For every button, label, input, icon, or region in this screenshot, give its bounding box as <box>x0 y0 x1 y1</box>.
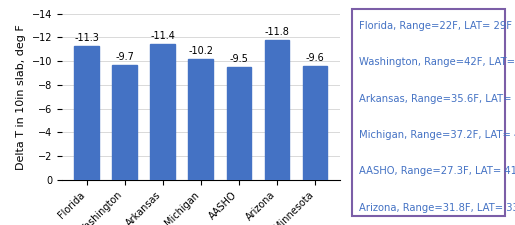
Bar <box>75 46 99 180</box>
Y-axis label: Delta T in 10in slab, deg F: Delta T in 10in slab, deg F <box>16 24 26 170</box>
Text: -10.2: -10.2 <box>188 46 213 56</box>
Text: -11.4: -11.4 <box>150 32 175 41</box>
FancyBboxPatch shape <box>352 9 505 216</box>
Bar <box>302 66 327 180</box>
Text: AASHO, Range=27.3F, LAT= 41.2F: AASHO, Range=27.3F, LAT= 41.2F <box>359 166 515 176</box>
Bar <box>188 59 213 180</box>
Text: -9.5: -9.5 <box>229 54 248 64</box>
Text: -11.8: -11.8 <box>264 27 289 37</box>
Text: Florida, Range=22F, LAT= 29F: Florida, Range=22F, LAT= 29F <box>359 21 512 31</box>
Bar <box>150 44 175 180</box>
Text: Arizona, Range=31.8F, LAT= 33.45F: Arizona, Range=31.8F, LAT= 33.45F <box>359 202 515 213</box>
Bar <box>265 40 289 180</box>
Bar <box>227 67 251 180</box>
Text: -11.3: -11.3 <box>74 33 99 43</box>
Text: Washington, Range=42F, LAT= 47F: Washington, Range=42F, LAT= 47F <box>359 57 515 68</box>
Text: Arkansas, Range=35.6F, LAT= 34.5F: Arkansas, Range=35.6F, LAT= 34.5F <box>359 94 515 104</box>
Bar <box>112 65 137 180</box>
Text: -9.7: -9.7 <box>115 52 134 62</box>
Text: -9.6: -9.6 <box>305 53 324 63</box>
Text: Michigan, Range=37.2F, LAT= 41.75F: Michigan, Range=37.2F, LAT= 41.75F <box>359 130 515 140</box>
